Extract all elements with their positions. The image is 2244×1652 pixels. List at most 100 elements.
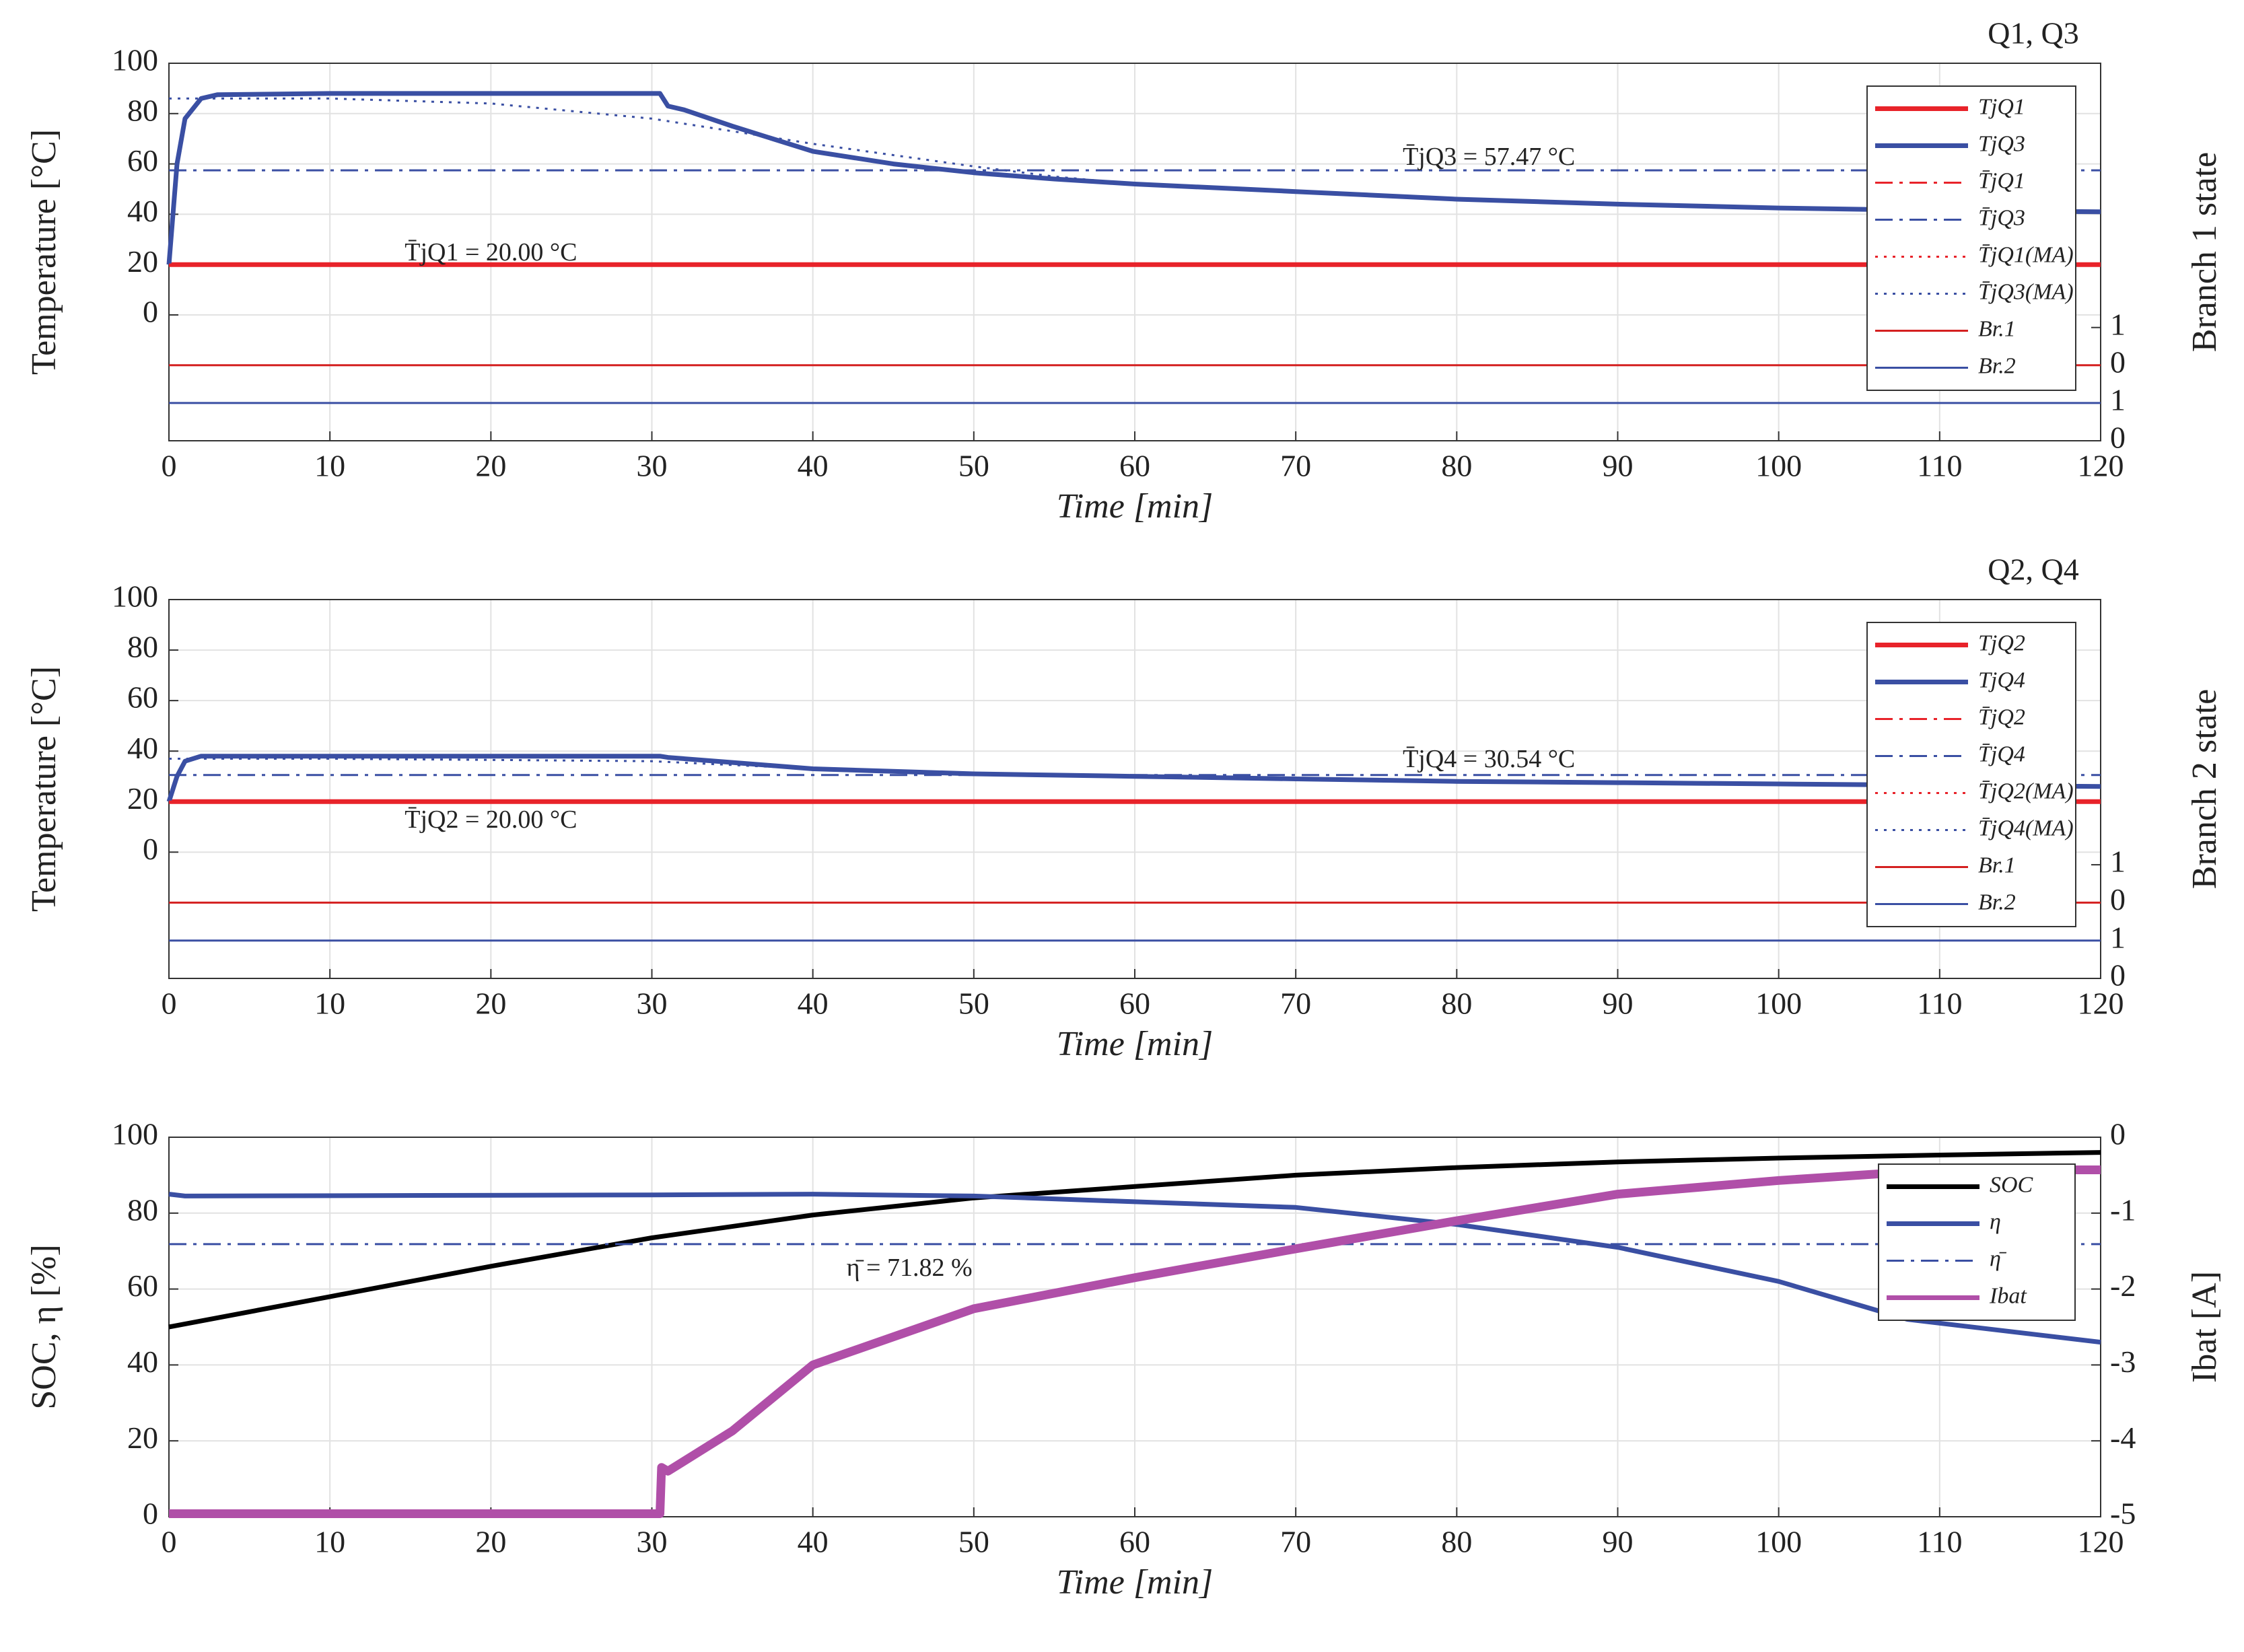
x-tick-label: 10 (314, 986, 345, 1021)
x-tick-label: 20 (475, 986, 506, 1021)
legend-box (1866, 85, 2076, 391)
legend-label: T̄jQ1(MA) (1978, 242, 2074, 267)
x-tick-label: 20 (475, 1525, 506, 1559)
chart-title: Q2, Q4 (1988, 552, 2078, 587)
legend-label: TjQ2 (1978, 631, 2025, 655)
x-tick-label: 110 (1917, 1525, 1962, 1559)
x-tick-label: 80 (1441, 449, 1472, 483)
y-tick-label: 80 (127, 93, 158, 127)
x-tick-label: 70 (1280, 1525, 1311, 1559)
x-tick-label: 80 (1441, 986, 1472, 1021)
x-tick-label: 50 (958, 449, 989, 483)
x-tick-label: 100 (1755, 986, 1802, 1021)
y2-tick-label: 1 (2110, 382, 2126, 417)
legend-box (1866, 622, 2076, 927)
legend-label: SOC (1990, 1172, 2033, 1197)
y-tick-label: 80 (127, 1192, 158, 1227)
x-tick-label: 30 (637, 449, 668, 483)
annotation: T̄jQ3 = 57.47 °C (1403, 143, 1575, 171)
x-tick-label: 50 (958, 1525, 989, 1559)
x-tick-label: 0 (162, 1525, 177, 1559)
y2-tick-label: 0 (2110, 882, 2126, 917)
y-tick-label: 40 (127, 731, 158, 765)
legend-label: Br.2 (1978, 890, 2016, 914)
y-tick-label: 60 (127, 143, 158, 178)
legend-label: Br.1 (1978, 316, 2016, 341)
y-axis-label: Temperature [°C] (25, 129, 63, 375)
y2-tick-label: 1 (2110, 845, 2126, 879)
y-tick-label: 100 (112, 43, 158, 77)
legend-box (1878, 1163, 2076, 1321)
x-tick-label: 20 (475, 449, 506, 483)
series-line (168, 1150, 2101, 1330)
x-tick-label: 110 (1917, 986, 1962, 1021)
y2-tick-label: -1 (2110, 1192, 2136, 1227)
legend-label: Ibat (1989, 1283, 2027, 1308)
legend-label: T̄jQ3(MA) (1978, 279, 2074, 304)
y-tick-label: 80 (127, 630, 158, 664)
x-tick-label: 40 (798, 1525, 829, 1559)
x-tick-label: 80 (1441, 1525, 1472, 1559)
y-tick-label: 20 (127, 1421, 158, 1455)
x-tick-label: 110 (1917, 449, 1962, 483)
y2-axis-label: Ibat [A] (2185, 1271, 2224, 1383)
y-tick-label: 0 (143, 1497, 158, 1531)
legend-label: T̄jQ2(MA) (1978, 779, 2074, 803)
y2-tick-label: -5 (2110, 1497, 2136, 1531)
legend-label: Br.2 (1978, 353, 2016, 378)
y-axis-label: SOC, η [%] (25, 1244, 63, 1409)
y2-tick-label: -4 (2110, 1421, 2136, 1455)
legend-label: TjQ1 (1978, 94, 2025, 119)
y2-tick-label: 0 (2110, 345, 2126, 379)
y2-tick-label: -3 (2110, 1344, 2136, 1379)
y-tick-label: 20 (127, 781, 158, 816)
x-tick-label: 40 (798, 449, 829, 483)
y-tick-label: 0 (143, 832, 158, 866)
x-tick-label: 90 (1603, 986, 1634, 1021)
x-axis-label: Time [min] (1057, 487, 1214, 526)
legend-label: Br.1 (1978, 853, 2016, 877)
legend-label: T̄jQ4 (1978, 742, 2025, 766)
x-tick-label: 100 (1755, 449, 1802, 483)
x-tick-label: 120 (2078, 449, 2124, 483)
legend-label: η (1990, 1209, 2001, 1234)
x-tick-label: 0 (162, 449, 177, 483)
axes-box (168, 599, 2101, 979)
x-tick-label: 60 (1119, 1525, 1150, 1559)
x-axis-label: Time [min] (1057, 1025, 1214, 1063)
y2-tick-label: 1 (2110, 920, 2126, 954)
x-axis-label: Time [min] (1057, 1563, 1214, 1602)
x-tick-label: 90 (1603, 1525, 1634, 1559)
x-tick-label: 70 (1280, 449, 1311, 483)
y2-tick-label: 0 (2110, 958, 2126, 993)
y2-tick-label: 0 (2110, 421, 2126, 455)
legend-label: T̄jQ4(MA) (1978, 816, 2074, 840)
x-tick-label: 50 (958, 986, 989, 1021)
annotation: T̄jQ2 = 20.00 °C (405, 805, 577, 834)
series-line (168, 1192, 2101, 1345)
legend-label: T̄jQ3 (1978, 205, 2025, 230)
y2-axis-label: Branch 1 state (2185, 152, 2224, 352)
legend-label: TjQ3 (1978, 131, 2025, 156)
y2-axis-label: Branch 2 state (2185, 689, 2224, 889)
y-tick-label: 40 (127, 194, 158, 228)
chart-title: Q1, Q3 (1988, 16, 2078, 50)
series-line (166, 754, 2101, 803)
y2-tick-label: -2 (2110, 1268, 2136, 1303)
x-tick-label: 100 (1755, 1525, 1802, 1559)
annotation: η̄ = 71.82 % (847, 1254, 973, 1282)
y-tick-label: 0 (143, 295, 158, 329)
y-tick-label: 100 (112, 1117, 158, 1151)
x-tick-label: 90 (1603, 449, 1634, 483)
x-tick-label: 60 (1119, 986, 1150, 1021)
x-tick-label: 120 (2078, 986, 2124, 1021)
legend-label: T̄jQ1 (1978, 168, 2025, 193)
y-tick-label: 20 (127, 244, 158, 279)
y-axis-label: Temperature [°C] (25, 666, 63, 912)
legend-label: T̄jQ2 (1978, 705, 2025, 729)
y2-tick-label: 0 (2110, 1117, 2126, 1151)
y-tick-label: 100 (112, 579, 158, 614)
legend-label: TjQ4 (1978, 668, 2025, 692)
x-tick-label: 10 (314, 1525, 345, 1559)
